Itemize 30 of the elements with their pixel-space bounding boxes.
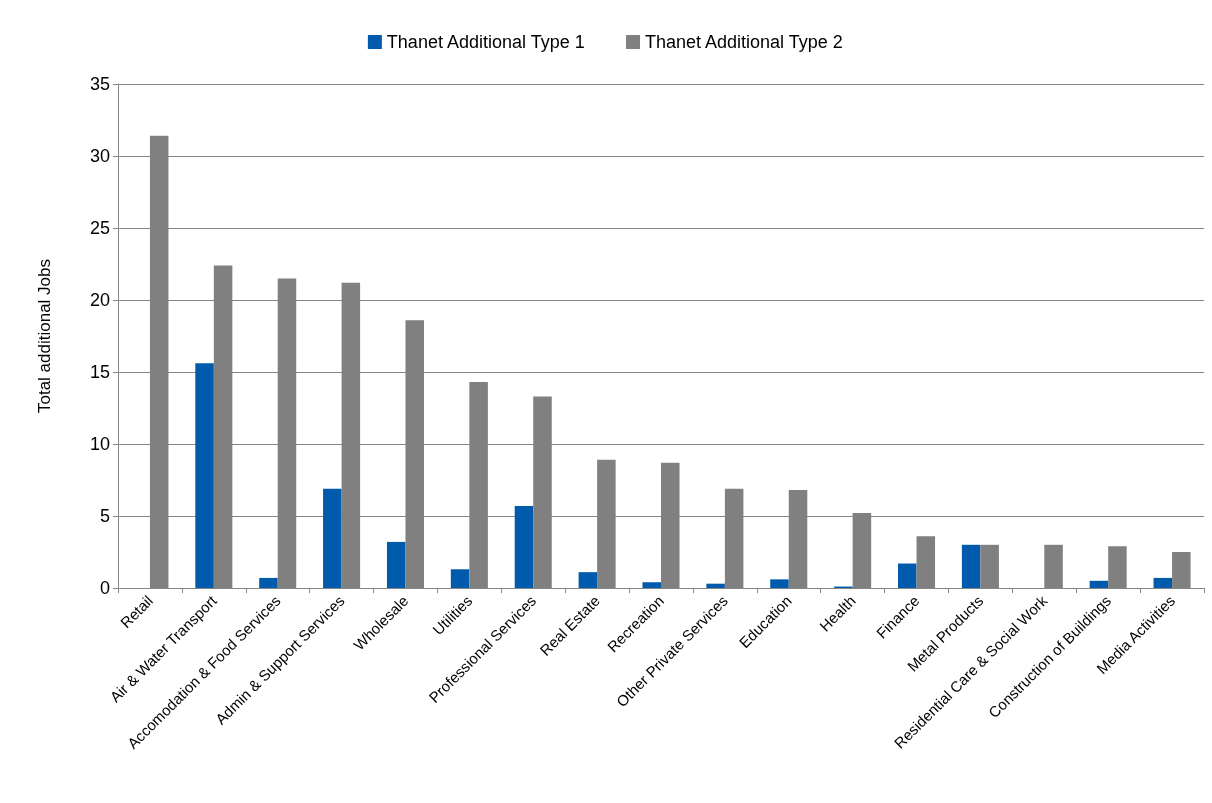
- bar: [259, 577, 278, 588]
- y-tick-label: 5: [99, 506, 110, 526]
- bar: [386, 541, 406, 588]
- bar: [578, 572, 598, 588]
- bar: [898, 563, 917, 588]
- bar: [323, 488, 342, 588]
- bar: [450, 569, 470, 588]
- y-tick-label: 30: [89, 146, 110, 166]
- bar: [1153, 577, 1173, 588]
- y-tick-label: 0: [99, 578, 110, 598]
- legend-label: Thanet Additional Type 1: [386, 32, 585, 52]
- bar: [514, 505, 534, 588]
- bar: [706, 583, 725, 588]
- bar: [980, 544, 999, 588]
- bar: [916, 536, 936, 588]
- legend-label: Thanet Additional Type 2: [645, 32, 843, 52]
- bar: [770, 579, 789, 588]
- y-tick-label: 25: [89, 218, 110, 238]
- y-tick-label: 20: [89, 290, 110, 310]
- y-axis-title: Total additional Jobs: [35, 258, 54, 414]
- bar: [1044, 544, 1063, 588]
- bar: [1108, 546, 1127, 588]
- bar: [642, 582, 661, 588]
- y-tick-label: 35: [89, 74, 110, 94]
- bar: [1089, 580, 1109, 588]
- bar: [961, 544, 981, 588]
- bar: [195, 363, 214, 588]
- y-tick-label: 15: [89, 362, 110, 382]
- y-tick-label: 10: [89, 434, 110, 454]
- bar: [1172, 552, 1191, 588]
